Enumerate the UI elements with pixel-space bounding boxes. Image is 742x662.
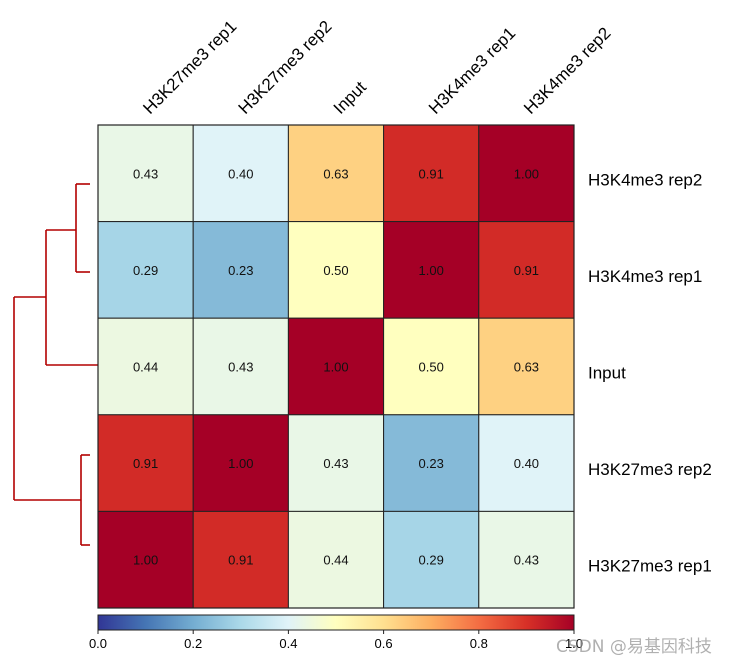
colorbar-gradient xyxy=(97,614,575,631)
heatmap-cell xyxy=(383,414,480,512)
colorbar-tick-label: 0.4 xyxy=(279,636,297,651)
heatmap-cell xyxy=(192,510,289,609)
column-label: Input xyxy=(330,77,370,117)
heatmap-cell xyxy=(287,510,385,609)
column-label: H3K4me3 rep1 xyxy=(425,24,519,118)
cell-value-label: 0.91 xyxy=(419,166,444,181)
row-labels: H3K4me3 rep2 H3K4me3 rep1 Input H3K27me3 re… xyxy=(588,170,712,575)
cell-value-label: 1.00 xyxy=(133,553,158,568)
heatmap-cells: 0.43 0.40 0.63 0.91 1.00 0.29 0.23 0.50 1.00 0.91… xyxy=(97,124,575,609)
heatmap-cell xyxy=(192,414,289,512)
cell-value-label: 0.29 xyxy=(133,263,158,278)
cell-value-label: 0.63 xyxy=(323,166,348,181)
cell-value-label: 0.91 xyxy=(133,456,158,471)
heatmap-cell xyxy=(383,317,480,416)
cell-value-label: 0.40 xyxy=(228,166,253,181)
heatmap-cell xyxy=(478,221,575,319)
heatmap-cell xyxy=(287,414,385,512)
watermark-text: CSDN @易基因科技 xyxy=(556,637,712,657)
row-label: H3K4me3 rep1 xyxy=(588,267,702,286)
cell-value-label: 0.63 xyxy=(514,360,539,375)
heatmap-cell xyxy=(97,317,194,416)
cell-value-label: 0.50 xyxy=(323,263,348,278)
heatmap-cell xyxy=(97,124,194,223)
cell-value-label: 0.91 xyxy=(514,263,539,278)
cell-value-label: 0.50 xyxy=(419,360,444,375)
cell-value-label: 0.23 xyxy=(228,263,253,278)
heatmap-cell xyxy=(383,221,480,319)
cell-value-label: 1.00 xyxy=(514,166,539,181)
colorbar-tick-label: 1.0 xyxy=(565,636,583,651)
cell-value-label: 0.43 xyxy=(323,456,348,471)
heatmap-cell xyxy=(192,317,289,416)
cell-value-label: 1.00 xyxy=(323,360,348,375)
row-label: Input xyxy=(588,364,626,383)
row-dendrogram xyxy=(13,183,98,546)
cell-value-label: 0.91 xyxy=(228,553,253,568)
colorbar-tick-label: 0.2 xyxy=(184,636,202,651)
heatmap-cell xyxy=(192,124,289,223)
heatmap-cell xyxy=(97,414,194,512)
cell-value-label: 0.44 xyxy=(133,360,158,375)
heatmap-cell xyxy=(287,221,385,319)
colorbar: 0.0 0.2 0.4 0.6 0.8 1.0 xyxy=(89,614,583,651)
row-label: H3K27me3 rep2 xyxy=(588,460,712,479)
cell-value-label: 0.23 xyxy=(419,456,444,471)
row-label: H3K27me3 rep1 xyxy=(588,557,712,576)
cell-value-label: 0.44 xyxy=(323,553,348,568)
cell-value-label: 1.00 xyxy=(228,456,253,471)
colorbar-tick-label: 0.8 xyxy=(470,636,488,651)
cell-value-label: 1.00 xyxy=(419,263,444,278)
heatmap-cell xyxy=(383,510,480,609)
cell-value-label: 0.29 xyxy=(419,553,444,568)
row-label: H3K4me3 rep2 xyxy=(588,170,702,189)
colorbar-tick-label: 0.6 xyxy=(375,636,393,651)
colorbar-tick-label: 0.0 xyxy=(89,636,107,651)
heatmap-cell xyxy=(478,414,575,512)
column-label: H3K4me3 rep2 xyxy=(520,24,614,118)
cell-value-label: 0.43 xyxy=(514,553,539,568)
heatmap-cell xyxy=(192,221,289,319)
cell-value-label: 0.40 xyxy=(514,456,539,471)
column-label: H3K27me3 rep2 xyxy=(235,17,336,118)
column-label: H3K27me3 rep1 xyxy=(139,17,240,118)
cell-value-label: 0.43 xyxy=(133,166,158,181)
cell-value-label: 0.43 xyxy=(228,360,253,375)
